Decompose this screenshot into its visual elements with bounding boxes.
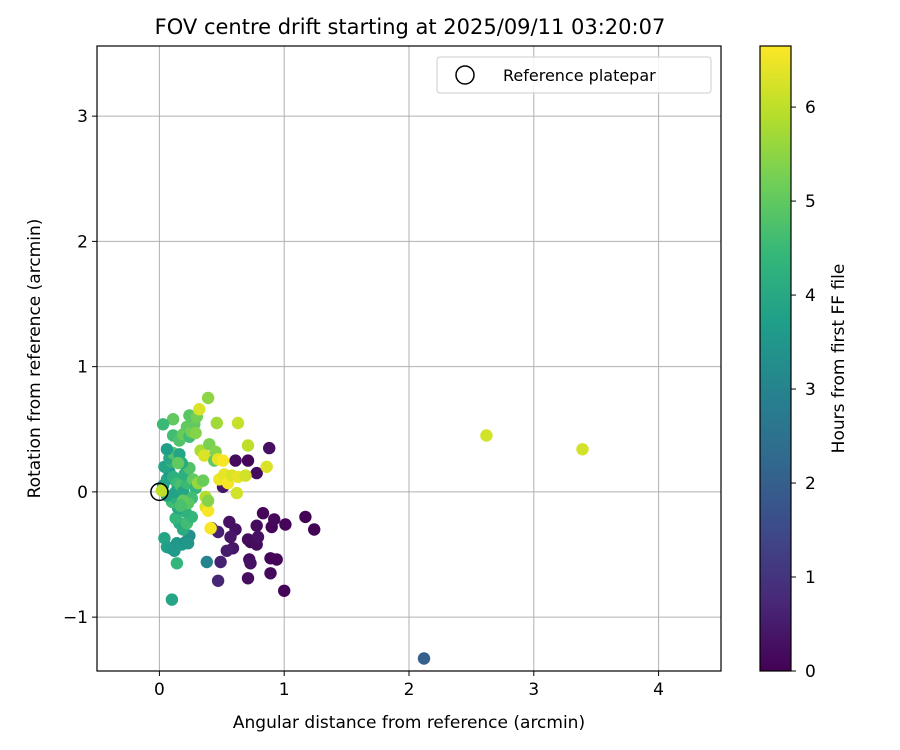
data-point xyxy=(201,391,215,405)
legend-marker-icon xyxy=(455,65,475,85)
x-tick-label: 1 xyxy=(279,680,290,700)
data-point xyxy=(256,507,270,520)
data-point xyxy=(279,518,292,531)
colorbar-tick-label: 5 xyxy=(805,192,816,212)
data-point xyxy=(196,474,210,487)
y-tick-label: 0 xyxy=(77,483,88,503)
colorbar-gradient xyxy=(759,45,792,672)
data-point xyxy=(250,519,263,532)
y-axis-label: Rotation from reference (arcmin) xyxy=(25,219,45,499)
data-point xyxy=(278,584,291,597)
data-point xyxy=(171,456,185,470)
data-point xyxy=(263,441,276,455)
reference-layer xyxy=(150,482,169,502)
data-point xyxy=(264,567,277,580)
legend-label: Reference platepar xyxy=(503,66,656,85)
data-point xyxy=(201,494,215,507)
reference-point-marker xyxy=(150,482,169,502)
chart-title: FOV centre drift starting at 2025/09/11 … xyxy=(155,15,666,39)
data-point xyxy=(200,555,213,569)
x-tick-label: 2 xyxy=(404,680,415,700)
x-axis-label: Angular distance from reference (arcmin) xyxy=(233,713,585,733)
colorbar-ticks: 0 1 2 3 4 5 6 xyxy=(791,98,816,682)
data-point xyxy=(160,443,174,456)
data-point xyxy=(241,439,255,452)
colorbar-tick-label: 3 xyxy=(805,380,816,400)
y-tick-label: 2 xyxy=(77,232,88,252)
data-point xyxy=(299,510,312,524)
colorbar-tick-label: 0 xyxy=(805,662,816,682)
data-point xyxy=(241,454,255,467)
data-point xyxy=(244,557,257,570)
data-point xyxy=(211,574,225,587)
data-point xyxy=(165,593,179,606)
legend-box xyxy=(436,56,712,94)
data-point xyxy=(223,515,236,529)
legend: Reference platepar xyxy=(436,56,712,94)
data-point xyxy=(270,553,283,566)
data-point xyxy=(210,416,223,430)
data-point xyxy=(576,443,589,456)
data-point xyxy=(230,486,243,500)
data-point xyxy=(417,652,431,665)
grid-layer xyxy=(97,46,721,671)
colorbar-tick-label: 6 xyxy=(805,98,816,118)
x-tick-label: 4 xyxy=(653,680,664,700)
data-point xyxy=(174,499,187,512)
data-point xyxy=(250,466,263,480)
colorbar-tick-label: 4 xyxy=(805,286,816,306)
data-point xyxy=(229,454,242,467)
data-point xyxy=(204,522,217,535)
data-point xyxy=(241,572,255,585)
data-point xyxy=(224,530,237,544)
data-point xyxy=(216,454,230,467)
colorbar-tick-label: 2 xyxy=(805,474,816,494)
data-point xyxy=(166,413,180,426)
data-point xyxy=(480,429,493,442)
y-tick-label: 1 xyxy=(77,358,88,378)
x-tick-label: 0 xyxy=(154,680,165,700)
data-point xyxy=(214,555,227,569)
colorbar-label: Hours from first FF file xyxy=(829,264,849,454)
x-tick-label: 3 xyxy=(528,680,539,700)
data-point xyxy=(155,484,169,497)
y-tick-label: 3 xyxy=(77,107,88,127)
data-point xyxy=(251,530,265,544)
data-point xyxy=(220,544,233,557)
data-point xyxy=(181,537,195,550)
colorbar: 0 1 2 3 4 5 6 Hours from first FF file xyxy=(759,45,849,682)
scatter-points xyxy=(155,391,589,665)
data-point xyxy=(268,513,281,526)
colorbar-tick-label: 1 xyxy=(805,568,816,588)
data-point xyxy=(189,426,202,440)
data-point xyxy=(169,512,182,525)
data-point xyxy=(170,557,184,570)
data-point xyxy=(231,416,245,430)
axis-ticks: 0 1 2 3 4 −1 0 1 2 3 xyxy=(63,107,664,700)
data-point xyxy=(260,460,273,473)
data-point xyxy=(198,449,211,462)
data-point xyxy=(308,523,321,536)
data-point xyxy=(193,403,206,416)
data-point xyxy=(156,418,170,431)
data-point xyxy=(201,504,215,517)
data-point xyxy=(239,469,252,482)
y-tick-label: −1 xyxy=(63,608,88,628)
